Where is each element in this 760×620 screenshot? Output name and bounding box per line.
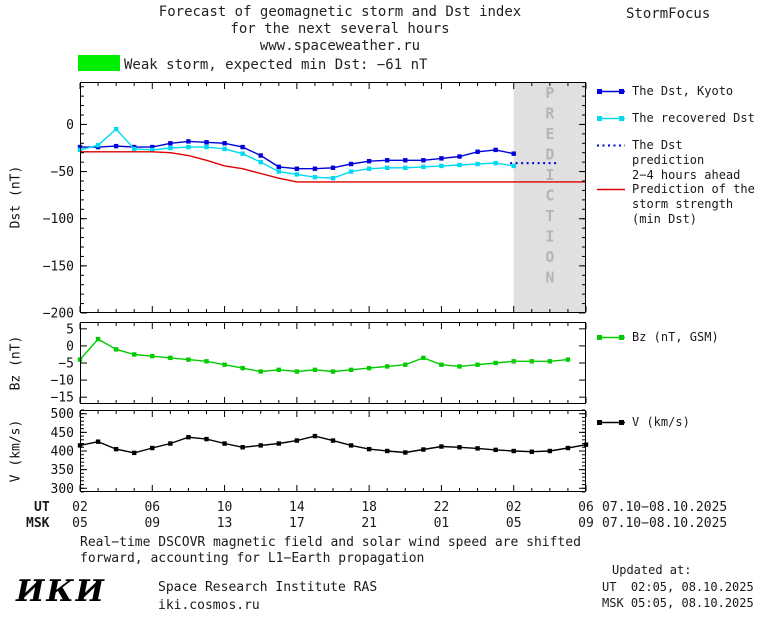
svg-text:−15: −15: [51, 391, 74, 406]
svg-text:−150: −150: [43, 259, 74, 274]
svg-text:0: 0: [66, 339, 74, 354]
x-tick-ut-0: 02: [72, 500, 88, 515]
x-tick-ut-4: 18: [361, 500, 377, 515]
legend-label: 2−4 hours ahead: [632, 168, 741, 182]
legend-label: Prediction of the: [632, 182, 755, 196]
updated-at-label: Updated at:: [612, 563, 692, 577]
x-tick-ut-1: 06: [144, 500, 161, 515]
page-title: Forecast of geomagnetic storm and Dst in…: [85, 4, 595, 55]
legend-label: The Dst prediction: [632, 138, 705, 167]
brand-stormfocus: StormFocus: [626, 6, 711, 22]
ut-date-range: 07.10−08.10.2025: [602, 500, 728, 515]
title-line-1: Forecast of geomagnetic storm and Dst in…: [158, 4, 522, 20]
footnote: Real−time DSCOVR magnetic field and sola…: [80, 535, 581, 567]
x-tick-msk-4: 21: [361, 516, 377, 531]
legend-marker-line-squares-icon: [597, 116, 625, 121]
x-tick-ut-6: 02: [505, 500, 522, 515]
ut-axis-header: UT: [34, 500, 50, 515]
svg-text:−100: −100: [43, 212, 74, 227]
updated-ut: UT 02:05, 08.10.2025: [602, 580, 754, 594]
svg-text:N: N: [545, 269, 554, 287]
legend-label: The Dst, Kyoto: [632, 84, 734, 98]
legend-label: Bz (nT, GSM): [632, 330, 719, 344]
legend-recovered-dst: The recovered Dst: [596, 111, 760, 126]
legend-marker-solid-line-icon: [597, 188, 625, 191]
v-chart: 500 450 400 350 300: [51, 407, 589, 497]
svg-text:T: T: [545, 207, 554, 225]
svg-text:−200: −200: [43, 307, 74, 322]
legend-marker-line-squares-icon: [597, 335, 625, 340]
svg-text:350: 350: [51, 463, 74, 478]
x-tick-ut-5: 22: [433, 500, 450, 515]
ut-axis-row: UT 07.10−08.10.2025 02 06 10 14 18 22 02 06: [0, 500, 760, 516]
svg-text:−10: −10: [51, 374, 74, 389]
svg-text:0: 0: [66, 118, 74, 133]
svg-text:300: 300: [51, 482, 74, 497]
x-tick-msk-6: 05: [505, 516, 522, 531]
x-tick-ut-7: 06: [578, 500, 594, 515]
updated-msk: MSK 05:05, 08.10.2025: [602, 596, 754, 610]
legend-dst-prediction: The Dst prediction 2−4 hours ahead: [596, 138, 760, 183]
footnote-line-1: Real−time DSCOVR magnetic field and sola…: [80, 535, 581, 550]
svg-text:500: 500: [51, 407, 74, 422]
msk-date-range: 07.10−08.10.2025: [602, 516, 728, 531]
x-tick-msk-2: 13: [216, 516, 233, 531]
title-site-url: www.spaceweather.ru: [259, 38, 421, 54]
legend-label: V (km/s): [632, 415, 690, 429]
x-tick-msk-0: 05: [72, 516, 88, 531]
x-tick-msk-3: 17: [289, 516, 305, 531]
svg-text:C: C: [545, 187, 554, 205]
legend-bz: Bz (nT, GSM): [596, 330, 760, 345]
x-tick-ut-3: 14: [289, 500, 305, 515]
title-line-2: for the next several hours: [230, 21, 450, 37]
x-tick-ut-2: 10: [216, 500, 233, 515]
footnote-line-2: forward, accounting for L1−Earth propaga…: [80, 551, 425, 566]
legend-label: The recovered Dst: [632, 111, 755, 125]
svg-text:−50: −50: [51, 165, 74, 180]
legend-storm-strength-prediction: Prediction of the storm strength (min Ds…: [596, 182, 760, 227]
svg-text:−5: −5: [58, 357, 74, 372]
svg-text:P: P: [545, 84, 554, 102]
svg-text:400: 400: [51, 445, 74, 460]
storm-level-swatch: [78, 55, 120, 71]
msk-axis-header: MSK: [26, 516, 50, 531]
svg-text:450: 450: [51, 426, 74, 441]
legend-dst-kyoto: The Dst, Kyoto: [596, 84, 760, 99]
svg-text:5: 5: [66, 322, 74, 337]
legend-label: (min Dst): [632, 212, 698, 226]
x-tick-msk-5: 01: [433, 516, 450, 531]
bz-chart: 5 0 −5 −10 −15: [51, 322, 587, 406]
svg-text:I: I: [545, 228, 554, 246]
legend-v: V (km/s): [596, 415, 760, 430]
legend-label: storm strength: [632, 197, 734, 211]
svg-text:I: I: [545, 166, 554, 184]
svg-text:R: R: [545, 105, 555, 123]
svg-text:D: D: [545, 146, 554, 164]
iki-logo: ИКИ: [16, 574, 106, 609]
institute-site-url: iki.cosmos.ru: [158, 598, 260, 613]
x-tick-msk-1: 09: [144, 516, 161, 531]
legend-marker-line-squares-icon: [597, 89, 625, 94]
svg-text:O: O: [545, 248, 554, 266]
msk-axis-row: MSK 07.10−08.10.2025 05 09 13 17 21 01 05 09: [0, 516, 760, 532]
institute-name: Space Research Institute RAS: [158, 580, 378, 595]
x-tick-msk-7: 09: [578, 516, 594, 531]
legend-marker-line-squares-icon: [597, 420, 625, 425]
svg-text:E: E: [545, 125, 554, 143]
legend-marker-dotted-line-icon: [597, 144, 625, 147]
storm-status-label: Weak storm, expected min Dst: −61 nT: [124, 57, 428, 73]
